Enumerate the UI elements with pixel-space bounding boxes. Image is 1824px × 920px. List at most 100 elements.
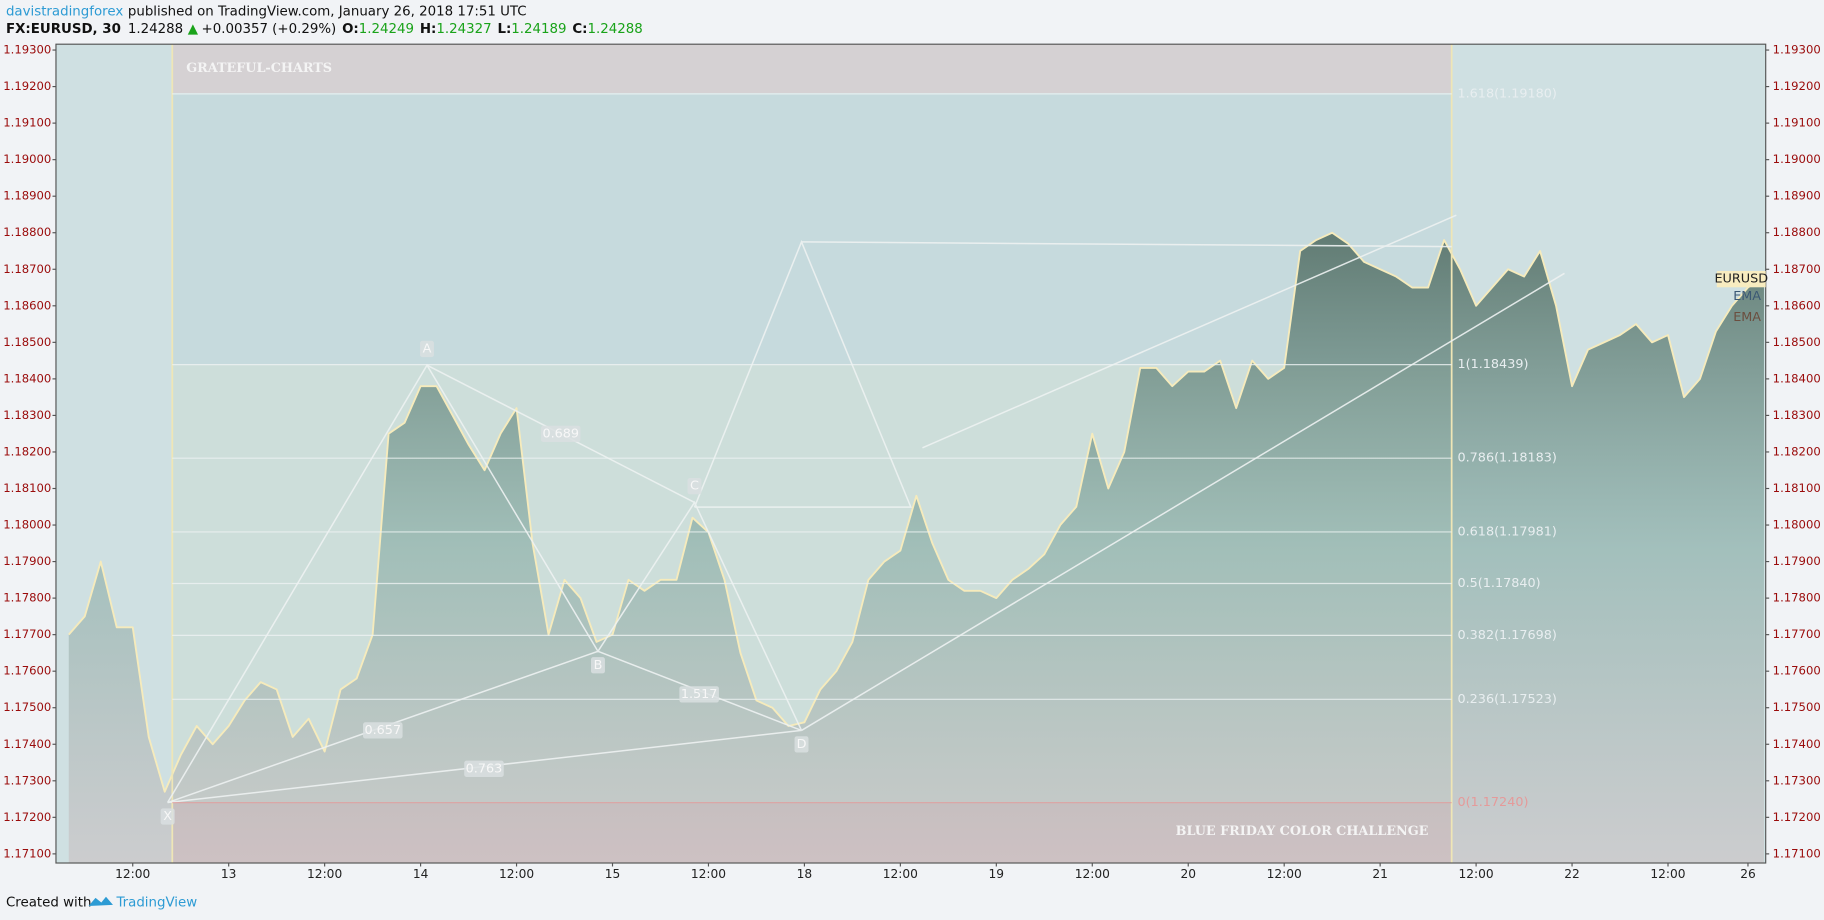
y-tick-label: 1.18600 xyxy=(1773,298,1821,312)
y-tick-label: 1.18800 xyxy=(3,225,51,239)
overlay-layer: 1.618(1.19180) 1(1.18439) 0.786(1.18183) 0.… xyxy=(160,86,1557,825)
fib-label: 1(1.18439) xyxy=(1457,357,1528,372)
fib-label: 0.382(1.17698) xyxy=(1457,628,1556,643)
pattern-lines xyxy=(166,214,1565,804)
y-tick-label: 1.17100 xyxy=(3,846,51,860)
y-tick-label: 1.17400 xyxy=(1773,737,1821,751)
ohlc-value: 1.24327 xyxy=(436,22,491,37)
caption: BLUE FRIDAY COLOR CHALLENGE xyxy=(1176,824,1429,839)
up-arrow: ▲ xyxy=(188,22,199,37)
y-tick-label: 1.18900 xyxy=(3,189,51,203)
title-band xyxy=(172,44,1452,94)
ohlc-value: 1.24288 xyxy=(588,22,643,37)
ohlc-value: 1.24189 xyxy=(511,22,566,37)
ohlc-value: 1.24249 xyxy=(359,22,414,37)
pattern-leg xyxy=(167,650,802,804)
y-tick-label: 1.17700 xyxy=(3,627,51,641)
y-tick-label: 1.18200 xyxy=(3,444,51,458)
y-tick-label: 1.18000 xyxy=(1773,518,1821,532)
label-box xyxy=(794,736,809,753)
y-tick-label: 1.17600 xyxy=(3,664,51,678)
fib-label: 0.618(1.17981) xyxy=(1457,524,1556,539)
label-box xyxy=(363,722,403,739)
pattern-label: 0.763 xyxy=(466,761,503,776)
fib-label: 1.618(1.19180) xyxy=(1457,86,1556,101)
channel xyxy=(922,214,1457,449)
ohlc-key: O: xyxy=(342,22,359,37)
y-tick-label: 1.18400 xyxy=(3,371,51,385)
published: published on TradingView.com, January 26… xyxy=(128,5,527,20)
label-box xyxy=(590,657,605,674)
y-tick-label: 1.18800 xyxy=(1773,225,1821,239)
y-tick-label: 1.18400 xyxy=(1773,371,1821,385)
brand[interactable]: TradingView xyxy=(115,896,197,911)
y-tick-label: 1.17700 xyxy=(1773,627,1821,641)
x-tick-label: 19 xyxy=(989,867,1005,881)
y-tick-label: 1.17500 xyxy=(3,700,51,714)
fib-label: 0.5(1.17840) xyxy=(1457,576,1540,591)
symbol-line: FX:EURUSD, 30 1.24288 ▲ +0.00357 (+0.29%) O:… xyxy=(6,22,643,37)
pattern-label: D xyxy=(797,737,807,752)
pattern-label: 0.657 xyxy=(364,723,401,738)
change: +0.00357 (+0.29%) xyxy=(202,22,337,37)
x-tick-label: 12:00 xyxy=(499,867,534,881)
projection xyxy=(801,241,1452,248)
x-tick-label: 12:00 xyxy=(883,867,918,881)
y-tick-label: 1.19200 xyxy=(3,79,51,93)
y-tick-label: 1.18700 xyxy=(3,262,51,276)
author[interactable]: davistradingforex xyxy=(6,5,123,20)
pattern-label: C xyxy=(690,479,699,494)
y-tick-label: 1.19000 xyxy=(1773,152,1821,166)
x-tick-label: 14 xyxy=(413,867,429,881)
price-line xyxy=(68,231,1765,793)
y-tick-label: 1.19100 xyxy=(1773,116,1821,130)
watermark: GRATEFUL-CHARTS xyxy=(186,61,332,76)
ohlc-key: H: xyxy=(420,22,437,37)
x-tick-label: 13 xyxy=(221,867,237,881)
y-tick-label: 1.19300 xyxy=(3,43,51,57)
x-tick-label: 12:00 xyxy=(1075,867,1110,881)
pattern-label: 1.517 xyxy=(681,687,718,702)
y-tick-label: 1.18900 xyxy=(1773,189,1821,203)
label-box xyxy=(160,808,175,825)
brand-logo[interactable] xyxy=(88,896,113,907)
fib-label: 0.236(1.17523) xyxy=(1457,692,1556,707)
footer-text: Created with xyxy=(6,896,91,911)
y-tick-label: 1.19200 xyxy=(1773,79,1821,93)
label-box xyxy=(679,686,719,703)
label-box xyxy=(687,478,702,495)
x-tick-label: 12:00 xyxy=(307,867,342,881)
legend-entry[interactable]: EMA xyxy=(1733,310,1761,325)
legend-entry[interactable]: EMA xyxy=(1733,289,1761,304)
y-tick-label: 1.17600 xyxy=(1773,664,1821,678)
plot-layer xyxy=(68,231,1765,864)
ohlc-key: L: xyxy=(497,22,511,37)
fib-label: 0(1.17240) xyxy=(1457,795,1528,810)
y-tick-label: 1.18100 xyxy=(3,481,51,495)
x-tick-label: 18 xyxy=(797,867,813,881)
x-tick-label: 26 xyxy=(1740,867,1756,881)
x-tick-label: 12:00 xyxy=(691,867,726,881)
x-tick-label: 20 xyxy=(1180,867,1196,881)
legend-entry[interactable]: EURUSD xyxy=(1714,272,1768,287)
y-tick-label: 1.17200 xyxy=(3,810,51,824)
x-tick-label: 21 xyxy=(1372,867,1388,881)
y-tick-label: 1.18500 xyxy=(1773,335,1821,349)
y-tick-label: 1.19100 xyxy=(3,116,51,130)
channel xyxy=(801,272,1565,732)
y-tick-label: 1.18200 xyxy=(1773,444,1821,458)
y-tick-label: 1.17300 xyxy=(3,773,51,787)
zone xyxy=(172,93,1452,365)
area-fill xyxy=(68,232,1764,864)
x-tick-label: 12:00 xyxy=(1650,867,1685,881)
y-tick-label: 1.18000 xyxy=(3,518,51,532)
y-tick-label: 1.18300 xyxy=(3,408,51,422)
y-tick-label: 1.17800 xyxy=(3,591,51,605)
label-box xyxy=(420,340,434,358)
pattern-label: A xyxy=(423,341,432,356)
fib-label: 0.786(1.18183) xyxy=(1457,451,1556,466)
y-tick-label: 1.17400 xyxy=(3,737,51,751)
pattern-label: B xyxy=(594,658,603,673)
